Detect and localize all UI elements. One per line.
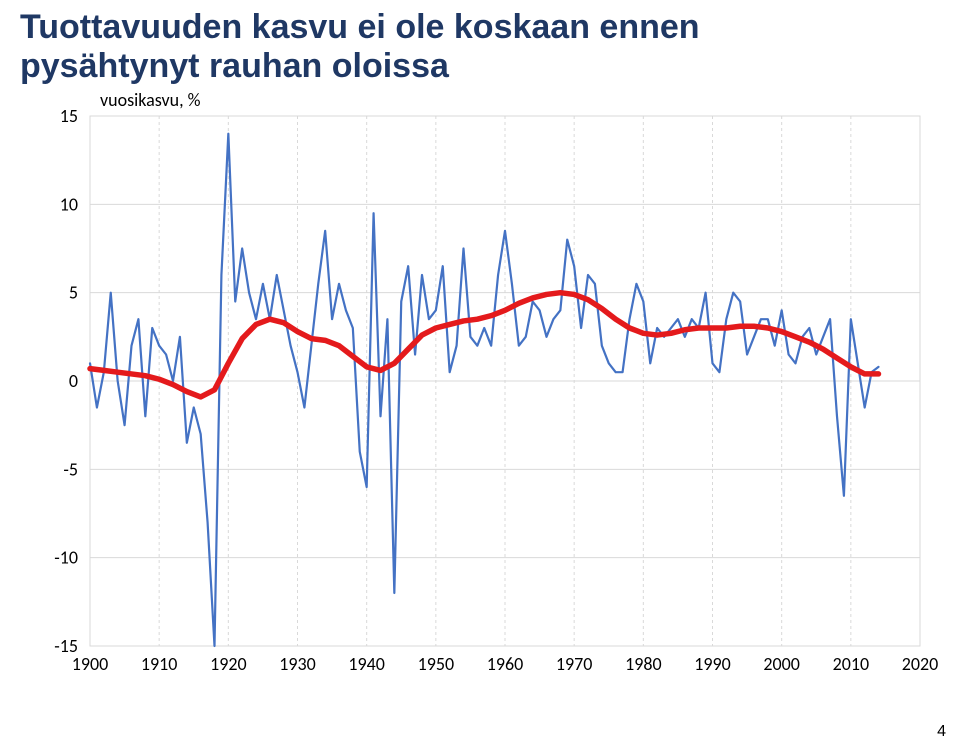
page-number: 4 (937, 723, 946, 741)
svg-text:1940: 1940 (348, 653, 385, 675)
svg-text:-5: -5 (63, 459, 78, 481)
svg-text:1950: 1950 (418, 653, 455, 675)
svg-text:1920: 1920 (210, 653, 247, 675)
chart-container: -15-10-505101519001910192019301940195019… (0, 86, 960, 711)
svg-text:1930: 1930 (279, 653, 316, 675)
svg-text:2000: 2000 (763, 653, 800, 675)
svg-text:vuosikasvu, %: vuosikasvu, % (100, 89, 201, 111)
svg-text:1900: 1900 (72, 653, 109, 675)
svg-text:15: 15 (60, 105, 78, 127)
svg-text:-10: -10 (54, 547, 78, 569)
svg-text:1980: 1980 (625, 653, 662, 675)
svg-text:2010: 2010 (833, 653, 870, 675)
svg-text:2020: 2020 (902, 653, 939, 675)
svg-text:10: 10 (60, 194, 78, 216)
svg-text:1910: 1910 (141, 653, 178, 675)
svg-text:1970: 1970 (556, 653, 593, 675)
svg-text:0: 0 (69, 370, 78, 392)
svg-text:1960: 1960 (487, 653, 524, 675)
title-line-2: pysähtynyt rauhan oloissa (20, 47, 940, 86)
productivity-chart: -15-10-505101519001910192019301940195019… (0, 86, 960, 706)
page-title: Tuottavuuden kasvu ei ole koskaan ennen … (0, 0, 960, 86)
svg-text:1990: 1990 (694, 653, 731, 675)
title-line-1: Tuottavuuden kasvu ei ole koskaan ennen (20, 8, 940, 47)
svg-text:5: 5 (69, 282, 78, 304)
